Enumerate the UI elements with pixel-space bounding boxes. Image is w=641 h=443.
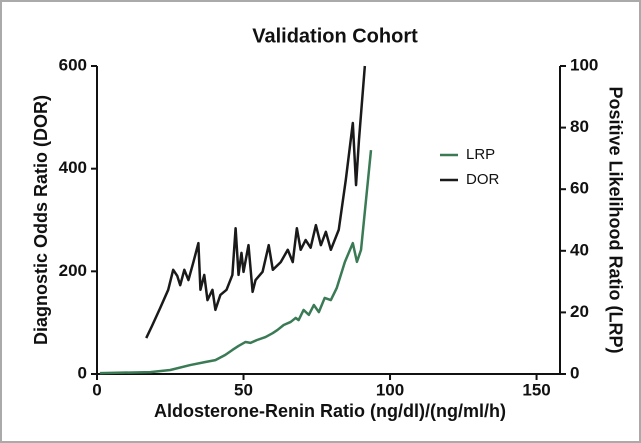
y2-axis-label: Positive Likelihood Ratio (LRP) (605, 86, 625, 353)
y2-tick-label: 0 (570, 363, 579, 382)
y-tick-label: 600 (59, 55, 87, 74)
y2-tick-label: 80 (570, 117, 589, 136)
axes (96, 66, 561, 375)
y2-tick-label: 100 (570, 55, 598, 74)
y2-tick-label: 60 (570, 179, 589, 198)
legend-label: LRP (466, 146, 495, 163)
y-tick-label: 0 (78, 363, 87, 382)
legend-label: DOR (466, 171, 500, 188)
y2-tick-label: 20 (570, 302, 589, 321)
x-axis-label: Aldosterone-Renin Ratio (ng/dl)/(ng/ml/h… (154, 401, 506, 421)
chart-title: Validation Cohort (252, 25, 418, 47)
y-tick-label: 200 (59, 261, 87, 280)
x-tick-label: 50 (234, 380, 253, 399)
series-line (99, 149, 373, 375)
y-axis-label: Diagnostic Odds Ratio (DOR) (31, 95, 51, 345)
y2-tick-label: 40 (570, 240, 589, 259)
x-tick-label: 100 (376, 380, 404, 399)
x-tick-label: 150 (522, 380, 550, 399)
y-tick-label: 400 (59, 158, 87, 177)
series-line (145, 65, 367, 339)
x-tick-label: 0 (92, 380, 101, 399)
